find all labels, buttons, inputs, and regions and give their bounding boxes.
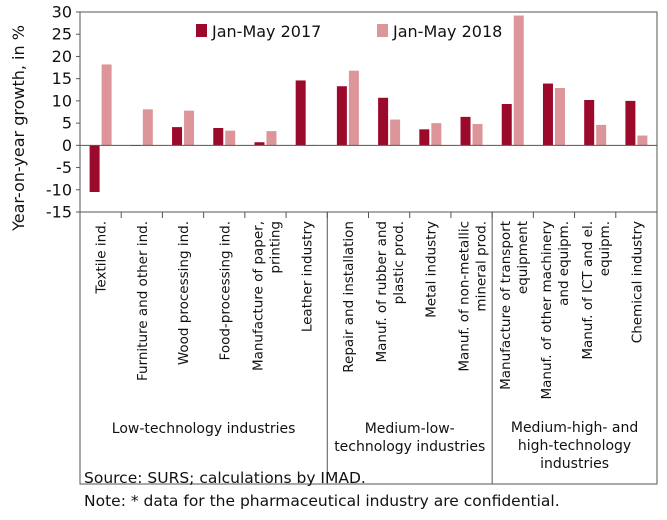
bar-jan-may-2017-metal-industry — [419, 129, 429, 145]
y-tick-label--5: -5 — [56, 158, 72, 177]
group-label-0: Low-technology industries — [112, 421, 296, 437]
notes: Source: SURS; calculations by IMAD. Note… — [84, 467, 560, 513]
bar-jan-may-2018-manuf-of-non-metallic-mineral-prod — [473, 124, 483, 145]
bar-jan-may-2018-furniture-and-other-ind — [143, 109, 153, 145]
bar-jan-may-2018-manuf-of-ict-and-el-equipm — [596, 125, 606, 145]
bars-layer — [90, 16, 648, 192]
category-label-manuf-of-ict-and-el-equipm: Manuf. of ICT and el.equipm. — [580, 221, 613, 360]
bar-jan-may-2017-repair-and-installation — [337, 86, 347, 145]
bar-jan-may-2018-metal-industry — [431, 123, 441, 145]
legend-swatch-jan-may-2017 — [196, 24, 207, 37]
category-label-manuf-of-non-metallic-mineral-prod: Manuf. of non-metallicmineral prod. — [457, 221, 490, 372]
category-labels: Textile ind. Furniture and other ind. Wood… — [94, 221, 646, 400]
y-axis-title: Year-on-year growth, in % — [9, 25, 28, 232]
category-label-manuf-of-rubber-and-plastic-prod: Manuf. of rubber andplastic prod. — [374, 221, 407, 362]
category-label-manuf-of-other-machinery-and-equipm: Manuf. of other machineryand equipm. — [539, 221, 572, 400]
bar-jan-may-2018-wood-processing-ind — [184, 111, 194, 146]
y-tick-label-25: 25 — [52, 25, 72, 44]
category-label-chemical-industry: Chemical industry — [629, 221, 645, 343]
bar-jan-may-2018-repair-and-installation — [349, 71, 359, 146]
y-tick-label-0: 0 — [62, 136, 72, 155]
bar-jan-may-2017-textile-ind — [90, 145, 100, 192]
y-tick-label--10: -10 — [46, 180, 72, 199]
category-label-metal-industry: Metal industry — [423, 221, 439, 318]
bar-jan-may-2017-chemical-industry — [625, 101, 635, 145]
legend: Jan-May 2017 Jan-May 2018 — [196, 22, 502, 41]
category-label-repair-and-installation: Repair and installation — [341, 221, 357, 373]
legend-swatch-jan-may-2018 — [377, 24, 388, 37]
category-label-food-processing-ind: Food-processing ind. — [217, 221, 233, 360]
category-label-leather-industry: Leather industry — [300, 221, 316, 332]
group-label-1: Medium-low-technology industries — [334, 421, 485, 455]
bar-jan-may-2017-leather-industry — [296, 80, 306, 145]
category-label-manufacture-of-paper-printing: Manufacture of paper,printing — [250, 221, 283, 371]
y-tick-label-15: 15 — [52, 69, 72, 88]
y-tick-label-30: 30 — [52, 3, 72, 22]
y-tick-label-10: 10 — [52, 91, 72, 110]
bar-jan-may-2018-chemical-industry — [637, 136, 647, 146]
category-label-textile-ind: Textile ind. — [94, 221, 110, 295]
footnote: Note: * data for the pharmaceutical indu… — [84, 490, 560, 513]
bar-jan-may-2017-manuf-of-non-metallic-mineral-prod — [461, 117, 471, 145]
bar-jan-may-2018-manuf-of-rubber-and-plastic-prod — [390, 120, 400, 146]
chart: -15 -10 -5 0 5 10 15 20 25 30 Year-on-year growth,… — [0, 0, 667, 520]
category-label-manufacture-of-transport-equipment: Manufacture of transportequipment — [498, 221, 531, 390]
y-tick-label-20: 20 — [52, 47, 72, 66]
bar-jan-may-2018-textile-ind — [102, 64, 112, 145]
category-label-wood-processing-ind: Wood processing ind. — [176, 221, 192, 365]
bar-jan-may-2017-manufacture-of-transport-equipment — [502, 104, 512, 145]
y-tick-label--15: -15 — [46, 203, 72, 222]
bar-jan-may-2018-manufacture-of-paper-printing — [266, 131, 276, 145]
group-label-2: Medium-high- and high-technology industrie… — [511, 420, 638, 472]
bar-jan-may-2018-manufacture-of-transport-equipment — [514, 16, 524, 146]
source-note: Source: SURS; calculations by IMAD. — [84, 467, 560, 490]
legend-label-jan-may-2017: Jan-May 2017 — [211, 22, 321, 41]
legend-label-jan-may-2018: Jan-May 2018 — [392, 22, 502, 41]
bar-jan-may-2017-wood-processing-ind — [172, 127, 182, 145]
bar-jan-may-2018-food-processing-ind — [225, 131, 235, 146]
bar-jan-may-2017-food-processing-ind — [213, 128, 223, 145]
bar-jan-may-2017-manuf-of-rubber-and-plastic-prod — [378, 98, 388, 146]
category-label-furniture-and-other-ind: Furniture and other ind. — [135, 221, 151, 381]
bar-jan-may-2018-manuf-of-other-machinery-and-equipm — [555, 88, 565, 145]
group-labels: Low-technology industries Medium-low-tech… — [112, 420, 638, 472]
y-tick-label-5: 5 — [62, 114, 72, 133]
bar-jan-may-2017-manuf-of-other-machinery-and-equipm — [543, 84, 553, 146]
bar-jan-may-2017-manuf-of-ict-and-el-equipm — [584, 100, 594, 145]
